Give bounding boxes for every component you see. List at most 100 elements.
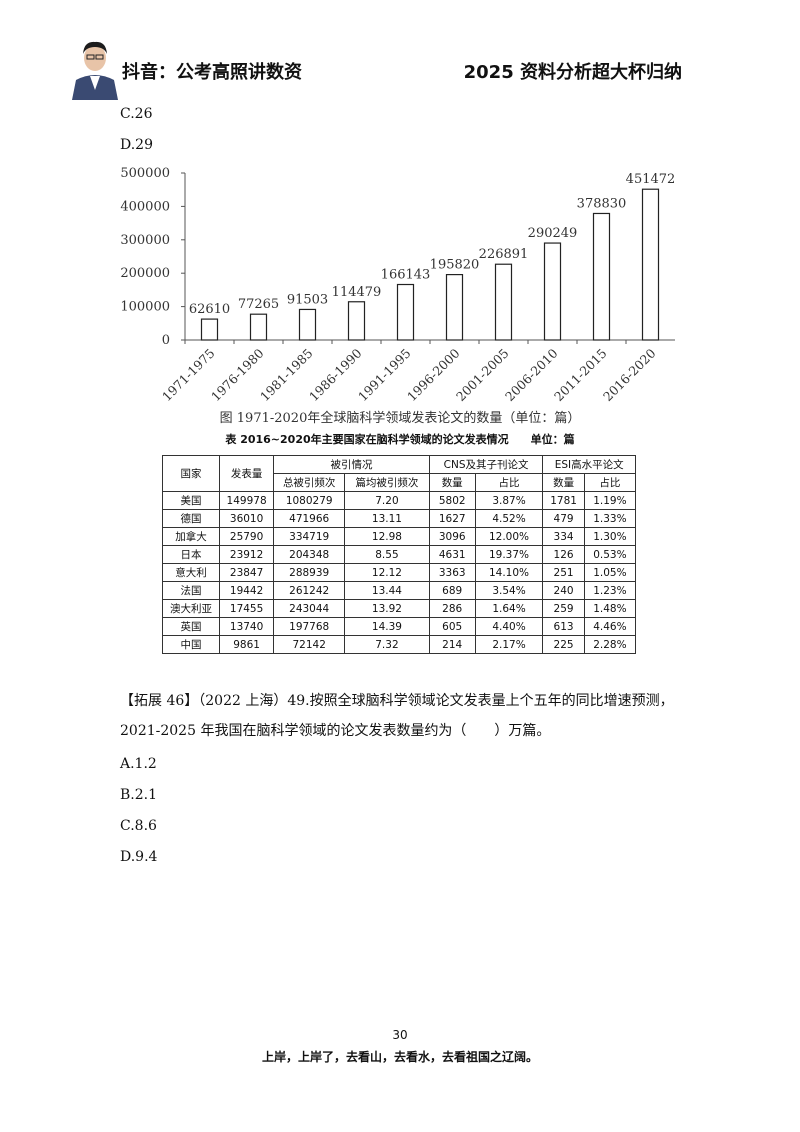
table-cell: 3.54% bbox=[474, 581, 544, 600]
y-axis-ticks: 500000 400000 300000 200000 100000 0 bbox=[120, 166, 185, 348]
bar-value-label: 195820 bbox=[430, 258, 480, 273]
table-cell: 23912 bbox=[218, 545, 275, 564]
page-number: 30 bbox=[392, 1028, 408, 1042]
bar-value-label: 378830 bbox=[577, 196, 627, 211]
table-cell: 149978 bbox=[218, 491, 275, 510]
option-c: C.8.6 bbox=[120, 818, 157, 834]
table-cell: 12.98 bbox=[344, 527, 430, 546]
table-cell: 4.46% bbox=[583, 617, 637, 636]
col-country: 国家 bbox=[162, 455, 220, 492]
table-caption: 表 2016~2020年主要国家在脑科学领域的论文发表情况 单位：篇 bbox=[225, 433, 575, 446]
y-tick-label: 500000 bbox=[120, 166, 170, 181]
table-cell: 13.11 bbox=[344, 509, 430, 528]
bar-value-label: 77265 bbox=[238, 297, 279, 312]
bar-value-label: 290249 bbox=[528, 226, 578, 241]
y-tick-label: 100000 bbox=[120, 300, 170, 315]
y-tick-label: 400000 bbox=[120, 199, 170, 214]
table-cell: 13740 bbox=[218, 617, 275, 636]
bar bbox=[445, 273, 464, 341]
table-row: 日本 23912 204348 8.55 4631 19.37% 126 0.53% bbox=[162, 545, 637, 564]
bar bbox=[592, 212, 611, 341]
table-cell: 25790 bbox=[218, 527, 275, 546]
bar bbox=[249, 313, 268, 341]
table-cell: 471966 bbox=[273, 509, 346, 528]
table-cell: 479 bbox=[542, 509, 585, 528]
table-cell: 334719 bbox=[273, 527, 346, 546]
table-cell: 19442 bbox=[218, 581, 275, 600]
table-cell: 8.55 bbox=[344, 545, 430, 564]
table-cell: 1.19% bbox=[583, 491, 637, 510]
table-cell: 3363 bbox=[428, 563, 476, 582]
table-cell: 1.05% bbox=[583, 563, 637, 582]
bar bbox=[641, 188, 660, 341]
table-cell: 1.33% bbox=[583, 509, 637, 528]
question-line-1: 【拓展 46】（2022 上海）49.按照全球脑科学领域论文发表量上个五年的同比… bbox=[120, 693, 674, 709]
table-cell: 261242 bbox=[273, 581, 346, 600]
table-row: 加拿大 25790 334719 12.98 3096 12.00% 334 1.30% bbox=[162, 527, 637, 546]
bar bbox=[543, 242, 562, 341]
table-cell: 4.40% bbox=[474, 617, 544, 636]
table-cell: 225 bbox=[542, 635, 585, 654]
table-cell: 13.92 bbox=[344, 599, 430, 618]
table-row: 法国 19442 261242 13.44 689 3.54% 240 1.23% bbox=[162, 581, 637, 600]
table-cell: 13.44 bbox=[344, 581, 430, 600]
table-cell: 意大利 bbox=[162, 563, 220, 582]
bar bbox=[396, 283, 415, 341]
table-cell: 126 bbox=[542, 545, 585, 564]
table-cell: 204348 bbox=[273, 545, 346, 564]
table-cell: 19.37% bbox=[474, 545, 544, 564]
table-cell: 7.32 bbox=[344, 635, 430, 654]
bar-value-label: 114479 bbox=[332, 285, 382, 300]
table-cell: 12.12 bbox=[344, 563, 430, 582]
sub-total-citations: 总被引频次 bbox=[273, 473, 346, 492]
table-cell: 251 bbox=[542, 563, 585, 582]
option-d-top: D.29 bbox=[120, 137, 153, 153]
table-cell: 日本 bbox=[162, 545, 220, 564]
table-cell: 23847 bbox=[218, 563, 275, 582]
table-cell: 197768 bbox=[273, 617, 346, 636]
table-cell: 2.28% bbox=[583, 635, 637, 654]
table-row: 中国 9861 72142 7.32 214 2.17% 225 2.28% bbox=[162, 635, 637, 654]
bar bbox=[347, 301, 366, 341]
option-a: A.1.2 bbox=[120, 756, 157, 772]
table-cell: 72142 bbox=[273, 635, 346, 654]
bar-value-label: 91503 bbox=[287, 292, 328, 307]
table-cell: 240 bbox=[542, 581, 585, 600]
bar-value-label: 62610 bbox=[189, 302, 230, 317]
table-cell: 12.00% bbox=[474, 527, 544, 546]
table-cell: 334 bbox=[542, 527, 585, 546]
table-cell: 美国 bbox=[162, 491, 220, 510]
table-cell: 4631 bbox=[428, 545, 476, 564]
table-cell: 1781 bbox=[542, 491, 585, 510]
table-cell: 1.30% bbox=[583, 527, 637, 546]
table-cell: 1.64% bbox=[474, 599, 544, 618]
table-cell: 17455 bbox=[218, 599, 275, 618]
table-row: 英国 13740 197768 14.39 605 4.40% 613 4.46% bbox=[162, 617, 637, 636]
table-cell: 0.53% bbox=[583, 545, 637, 564]
table-cell: 德国 bbox=[162, 509, 220, 528]
table-cell: 3096 bbox=[428, 527, 476, 546]
question-line-2: 2021-2025 年我国在脑科学领域的论文发表数量约为（ ）万篇。 bbox=[120, 723, 551, 739]
col-cns: CNS及其子刊论文 bbox=[428, 455, 544, 474]
sub-cns-share: 占比 bbox=[474, 473, 544, 492]
option-c-top: C.26 bbox=[120, 106, 153, 122]
table-cell: 214 bbox=[428, 635, 476, 654]
table-cell: 4.52% bbox=[474, 509, 544, 528]
author-avatar bbox=[70, 30, 120, 100]
table-cell: 1627 bbox=[428, 509, 476, 528]
table-cell: 加拿大 bbox=[162, 527, 220, 546]
table-cell: 1.23% bbox=[583, 581, 637, 600]
table-cell: 14.10% bbox=[474, 563, 544, 582]
sub-avg-citations: 篇均被引频次 bbox=[344, 473, 430, 492]
bar bbox=[200, 318, 219, 341]
option-d: D.9.4 bbox=[120, 849, 158, 865]
table-cell: 9861 bbox=[218, 635, 275, 654]
table-cell: 1.48% bbox=[583, 599, 637, 618]
table-cell: 5802 bbox=[428, 491, 476, 510]
y-tick-label: 200000 bbox=[120, 266, 170, 281]
sub-esi-share: 占比 bbox=[583, 473, 637, 492]
table-cell: 613 bbox=[542, 617, 585, 636]
bar bbox=[494, 263, 513, 341]
bar-value-label: 166143 bbox=[381, 268, 431, 283]
